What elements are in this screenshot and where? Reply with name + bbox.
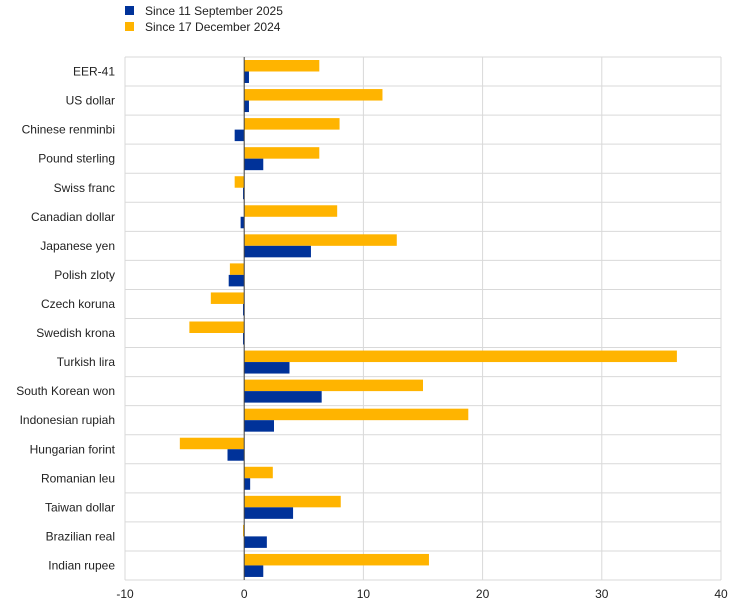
bar-since-dec-2024 <box>244 408 469 421</box>
category-label: Chinese renminbi <box>22 123 115 137</box>
bar-since-sep-2025 <box>227 449 245 461</box>
legend-swatch <box>125 6 134 15</box>
bar-since-sep-2025 <box>244 507 294 519</box>
bar-since-dec-2024 <box>244 147 320 159</box>
category-label: Swiss franc <box>54 181 115 195</box>
bar-since-sep-2025 <box>243 187 245 200</box>
bar-since-dec-2024 <box>244 118 340 130</box>
category-label: South Korean won <box>16 384 115 398</box>
category-label: Brazilian real <box>46 529 115 543</box>
bar-since-dec-2024 <box>210 292 245 304</box>
bar-since-sep-2025 <box>244 536 267 548</box>
bar-since-dec-2024 <box>244 379 423 392</box>
bar-since-sep-2025 <box>243 303 245 316</box>
bar-since-dec-2024 <box>189 321 245 333</box>
bar-since-dec-2024 <box>244 466 273 479</box>
category-label: Japanese yen <box>40 239 115 253</box>
bar-since-sep-2025 <box>228 274 245 287</box>
category-label: Indian rupee <box>48 558 115 572</box>
x-tick-label: 20 <box>476 587 490 601</box>
bar-since-sep-2025 <box>244 158 264 171</box>
bar-since-sep-2025 <box>244 420 274 432</box>
bar-since-sep-2025 <box>244 362 290 374</box>
bar-since-dec-2024 <box>244 60 320 72</box>
bar-since-sep-2025 <box>244 478 251 490</box>
bar-since-dec-2024 <box>244 234 397 246</box>
bar-since-sep-2025 <box>244 71 249 83</box>
bar-since-dec-2024 <box>234 176 245 188</box>
x-tick-label: 10 <box>357 587 371 601</box>
category-label: Czech koruna <box>41 297 115 311</box>
legend-label: Since 11 September 2025 <box>145 4 283 18</box>
category-label: Pound sterling <box>38 152 115 166</box>
bar-since-sep-2025 <box>244 245 311 258</box>
category-label: Polish zloty <box>54 268 115 282</box>
bar-since-sep-2025 <box>244 100 249 113</box>
legend-swatch <box>125 22 134 31</box>
category-label: EER-41 <box>73 65 115 79</box>
x-tick-label: 30 <box>595 587 609 601</box>
bar-since-dec-2024 <box>244 553 429 566</box>
category-label: US dollar <box>66 94 115 108</box>
x-tick-label: 40 <box>714 587 728 601</box>
category-label: Romanian leu <box>41 471 115 485</box>
category-label: Swedish krona <box>36 326 115 340</box>
category-label: Indonesian rupiah <box>20 413 115 427</box>
category-label: Turkish lira <box>57 355 116 369</box>
category-label: Canadian dollar <box>31 210 115 224</box>
bar-since-sep-2025 <box>234 129 245 142</box>
legend-label: Since 17 December 2024 <box>145 20 281 34</box>
bar-since-dec-2024 <box>243 524 245 537</box>
category-label: Taiwan dollar <box>45 500 115 514</box>
bar-since-dec-2024 <box>244 89 383 101</box>
bar-since-dec-2024 <box>244 205 338 217</box>
bar-since-sep-2025 <box>244 565 264 577</box>
bar-since-sep-2025 <box>240 216 245 229</box>
bar-since-dec-2024 <box>244 350 677 363</box>
bar-since-dec-2024 <box>244 495 341 508</box>
category-label: Hungarian forint <box>30 442 116 456</box>
bar-since-dec-2024 <box>179 437 245 450</box>
bar-since-sep-2025 <box>243 333 245 345</box>
x-tick-label: -10 <box>116 587 134 601</box>
bar-since-dec-2024 <box>229 263 245 275</box>
x-tick-label: 0 <box>241 587 248 601</box>
bar-since-sep-2025 <box>244 391 322 403</box>
